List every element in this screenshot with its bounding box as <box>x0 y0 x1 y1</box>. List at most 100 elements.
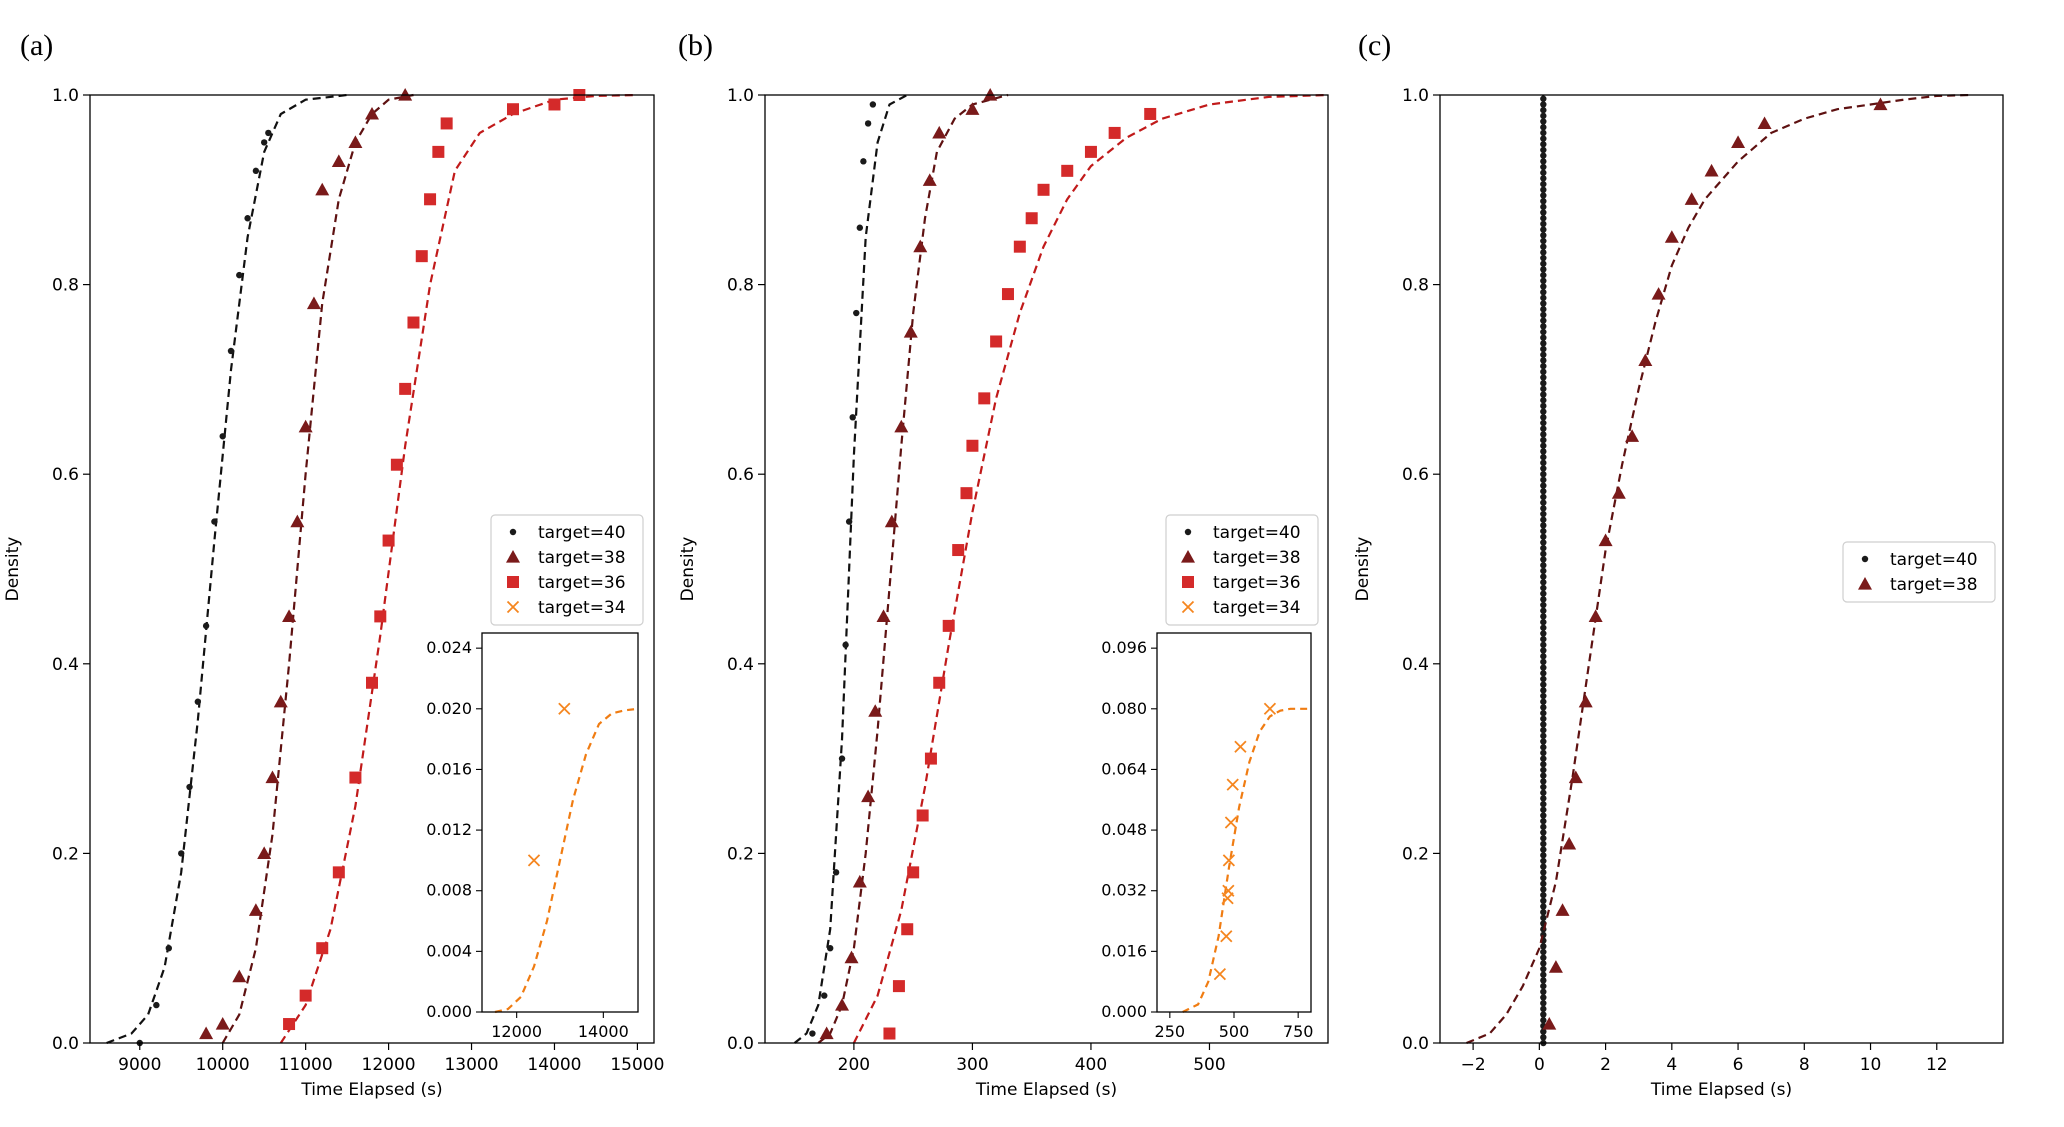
inset-data-point-target-34 <box>1213 967 1227 981</box>
x-tick-label: 10 <box>1860 1055 1882 1075</box>
data-point-target-40 <box>1540 311 1547 319</box>
data-point-target-40 <box>1540 539 1547 546</box>
data-point-target-40 <box>1540 397 1547 404</box>
data-point-target-40 <box>1540 471 1547 478</box>
inset-data-point-target-34 <box>1263 702 1277 715</box>
data-point-target-36 <box>316 942 329 955</box>
legend-box <box>1165 514 1319 626</box>
data-point-target-38 <box>290 514 305 528</box>
data-point-target-40 <box>1540 294 1547 302</box>
data-point-target-40 <box>1540 527 1547 535</box>
legend-marker <box>1182 576 1194 588</box>
data-point-target-36 <box>1108 126 1121 139</box>
data-point-target-40 <box>1540 687 1547 694</box>
y-tick-label: 0.0 <box>52 1034 79 1054</box>
y-tick-label: 0.4 <box>1402 655 1429 675</box>
data-point-target-40 <box>1540 488 1547 495</box>
data-point-target-36 <box>1025 212 1038 225</box>
data-point-target-40 <box>1540 163 1547 171</box>
data-point-target-38 <box>819 1026 834 1040</box>
data-point-target-40 <box>1540 158 1547 165</box>
data-point-target-40 <box>1540 237 1547 245</box>
inset-fit-line-target-34 <box>494 707 639 1014</box>
data-point-target-36 <box>382 534 395 547</box>
data-point-target-40 <box>1540 943 1547 950</box>
inset-y-tick-label: 0.000 <box>426 1002 472 1021</box>
data-point-target-40 <box>1540 709 1547 717</box>
data-point-target-40 <box>1540 465 1547 472</box>
inset-data-point-target-34 <box>1220 930 1233 943</box>
y-tick-label: 0.8 <box>1402 276 1429 296</box>
data-point-target-40 <box>1540 476 1547 484</box>
data-point-target-36 <box>399 382 412 395</box>
data-point-target-40 <box>1540 505 1547 512</box>
data-point-target-40 <box>1540 306 1547 313</box>
data-point-target-38 <box>1611 486 1626 499</box>
data-point-target-40 <box>1540 283 1547 290</box>
data-point-target-40 <box>1540 271 1547 279</box>
data-point-target-40 <box>1540 982 1547 990</box>
data-point-target-40 <box>1540 641 1547 649</box>
data-point-target-40 <box>1540 874 1547 882</box>
data-point-target-38 <box>965 102 980 115</box>
data-point-target-40 <box>1540 886 1547 893</box>
data-point-target-40 <box>1540 197 1547 205</box>
data-point-target-36 <box>432 145 445 158</box>
fit-line-target-38 <box>221 93 414 1044</box>
data-point-target-38 <box>1757 116 1772 130</box>
data-point-target-38 <box>932 125 947 139</box>
data-point-target-40 <box>1540 1028 1547 1035</box>
legend-marker <box>1181 600 1195 614</box>
legend-marker <box>1184 528 1192 536</box>
x-tick-label: 8 <box>1799 1055 1810 1075</box>
inset-data-point-target-34 <box>1224 816 1238 829</box>
data-point-target-40 <box>1540 726 1547 734</box>
legend-box <box>490 514 644 626</box>
data-point-target-36 <box>415 250 428 263</box>
data-point-target-36 <box>349 771 362 784</box>
legend-label: target=36 <box>538 573 626 593</box>
data-point-target-38 <box>1542 1017 1557 1030</box>
data-point-target-40 <box>1540 914 1547 922</box>
legend-marker <box>507 576 519 588</box>
inset-data-point-target-34 <box>1222 884 1235 897</box>
data-point-target-40 <box>1540 1034 1547 1041</box>
data-point-target-40 <box>1540 800 1547 808</box>
data-point-target-40 <box>1540 590 1547 597</box>
data-point-target-40 <box>1540 806 1547 813</box>
data-point-target-40 <box>1540 789 1547 796</box>
data-point-target-36 <box>942 619 955 632</box>
data-point-target-36 <box>960 487 973 500</box>
data-point-target-40 <box>1540 812 1547 819</box>
data-point-target-38 <box>852 874 867 888</box>
data-point-target-40 <box>1540 1005 1547 1013</box>
legend-label: target=34 <box>1213 598 1301 618</box>
inset-y-tick-label: 0.080 <box>1101 699 1147 718</box>
data-point-target-40 <box>202 622 210 630</box>
data-point-target-40 <box>1540 442 1547 449</box>
data-point-target-40 <box>1540 562 1547 569</box>
data-point-target-36 <box>883 1027 896 1040</box>
inset-y-tick-label: 0.004 <box>426 941 472 960</box>
data-point-target-40 <box>1540 732 1547 740</box>
data-point-target-40 <box>219 433 226 440</box>
data-point-target-40 <box>260 139 268 146</box>
legend-label: target=40 <box>1890 550 1978 570</box>
data-point-target-38 <box>265 770 280 784</box>
data-point-target-36 <box>933 676 946 689</box>
data-point-target-40 <box>1540 510 1547 518</box>
data-point-target-40 <box>1540 960 1547 967</box>
data-point-target-36 <box>374 610 387 623</box>
data-point-target-40 <box>165 945 172 952</box>
legend-marker <box>509 528 517 536</box>
data-point-target-38 <box>298 419 313 433</box>
data-point-target-38 <box>1651 287 1666 300</box>
data-point-target-36 <box>283 1018 296 1031</box>
data-point-target-40 <box>826 945 834 952</box>
data-point-target-40 <box>845 518 853 525</box>
inset-x-tick-label: 250 <box>1155 1022 1186 1041</box>
data-point-target-40 <box>1540 550 1547 558</box>
data-point-target-38 <box>365 106 379 120</box>
data-point-target-40 <box>1540 601 1547 609</box>
